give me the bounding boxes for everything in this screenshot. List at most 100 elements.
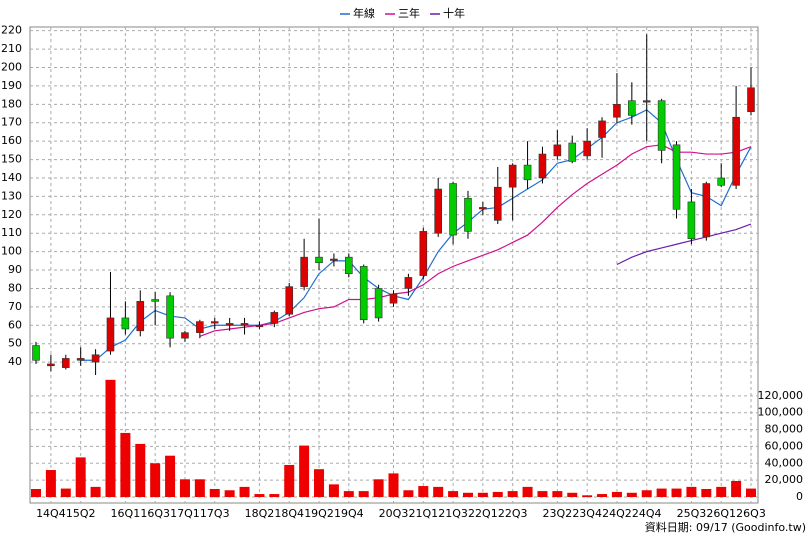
volume-bar <box>611 491 622 497</box>
candle-body <box>434 188 442 234</box>
volume-bar <box>254 494 265 497</box>
candle-body <box>166 295 174 339</box>
candle-body <box>374 288 383 319</box>
x-tick-label: 17Q3 <box>200 507 230 520</box>
y-tick-label: 150 <box>1 153 22 166</box>
x-tick-label: 22Q1 <box>468 507 498 520</box>
volume-bar <box>597 494 608 497</box>
y-tick-label: 210 <box>1 42 22 55</box>
x-tick-label: 24Q4 <box>632 507 662 520</box>
candle-body <box>747 87 755 112</box>
x-tick-label: 21Q1 <box>408 507 438 520</box>
candle-body <box>583 140 591 157</box>
volume-bar <box>418 486 429 497</box>
candle-body <box>717 177 726 186</box>
y-tick-label: 100 <box>1 245 22 258</box>
volume-bar <box>343 491 354 497</box>
candle-body <box>538 153 547 179</box>
candle-body <box>598 120 606 138</box>
y-tick-label: 40 <box>8 355 22 368</box>
x-tick-label: 20Q3 <box>379 507 409 520</box>
x-tick-label: 24Q2 <box>602 507 632 520</box>
volume-bar <box>507 491 518 497</box>
volume-bar <box>194 479 205 497</box>
volume-bar <box>388 473 399 497</box>
volume-bar <box>626 492 637 497</box>
candle-body <box>345 256 353 275</box>
candle-body <box>330 258 338 261</box>
candle-body <box>32 345 40 361</box>
volume-bar <box>373 479 384 497</box>
x-tick-label: 18Q2 <box>245 507 275 520</box>
candle-body <box>196 321 204 333</box>
x-tick-label: 26Q1 <box>706 507 736 520</box>
candle-body <box>568 142 577 162</box>
y-tick-label: 220 <box>1 24 22 37</box>
candle-body <box>255 324 264 328</box>
legend-label: 年線 <box>353 6 375 20</box>
candle-body <box>628 100 636 116</box>
candle-body <box>449 183 457 236</box>
y-tick-label: 50 <box>8 337 22 350</box>
x-tick-label: 22Q3 <box>498 507 528 520</box>
candle-body <box>136 301 145 332</box>
candle-body <box>300 256 308 287</box>
candle-body <box>404 277 413 289</box>
candle-body <box>315 256 323 263</box>
volume-bar <box>477 492 488 497</box>
candle-body <box>523 164 532 181</box>
y-tick-label: 80 <box>8 281 22 294</box>
volume-bar <box>328 484 339 497</box>
volume-bar <box>90 486 101 497</box>
candle-body <box>419 231 428 276</box>
volume-bar <box>284 464 295 497</box>
y2-tick-label: 40,000 <box>765 456 804 469</box>
x-tick-label: 16Q3 <box>140 507 170 520</box>
volume-bar <box>701 488 712 497</box>
volume-bar <box>31 488 41 497</box>
y-tick-label: 90 <box>8 263 22 276</box>
x-tick-label: 18Q4 <box>274 507 304 520</box>
y-tick-label: 200 <box>1 61 22 74</box>
ma-line <box>199 144 752 337</box>
y-tick-label: 180 <box>1 97 22 110</box>
volume-bar <box>567 492 578 497</box>
candle-body <box>687 201 696 240</box>
candle-body <box>240 323 249 326</box>
candle-body <box>285 286 294 315</box>
candle-body <box>672 144 681 210</box>
y-tick-label: 120 <box>1 208 22 221</box>
x-tick-label: 16Q1 <box>111 507 141 520</box>
candle-body <box>642 100 651 103</box>
volume-bar <box>60 488 71 497</box>
volume-bar <box>314 469 325 497</box>
ma-line <box>616 223 752 266</box>
legend-label: 三年 <box>398 6 420 20</box>
x-tick-label: 26Q3 <box>736 507 766 520</box>
y2-tick-label: 80,000 <box>765 423 804 436</box>
legend-label: 十年 <box>443 6 465 20</box>
ma-line <box>80 109 752 361</box>
volume-bar <box>45 470 56 497</box>
candle-body <box>508 164 517 188</box>
candle-body <box>181 332 189 339</box>
candle-body <box>61 358 70 368</box>
volume-bar <box>686 486 697 497</box>
volume-bar <box>448 491 459 497</box>
volume-bar <box>299 445 310 497</box>
x-tick-label: 23Q4 <box>572 507 602 520</box>
candle-body <box>613 104 621 118</box>
candle-body <box>359 266 368 321</box>
volume-bar <box>537 491 548 497</box>
footnote: 資料日期: 09/17 (Goodinfo.tw) <box>645 520 806 534</box>
y2-tick-label: 100,000 <box>758 406 804 419</box>
volume-bar <box>641 490 652 497</box>
candle-body <box>225 323 234 326</box>
x-tick-label: 19Q4 <box>334 507 364 520</box>
candle-body <box>270 312 279 324</box>
y-tick-label: 60 <box>8 318 22 331</box>
candle-body <box>76 358 85 361</box>
candle-body <box>210 321 219 324</box>
candle-body <box>47 363 55 367</box>
